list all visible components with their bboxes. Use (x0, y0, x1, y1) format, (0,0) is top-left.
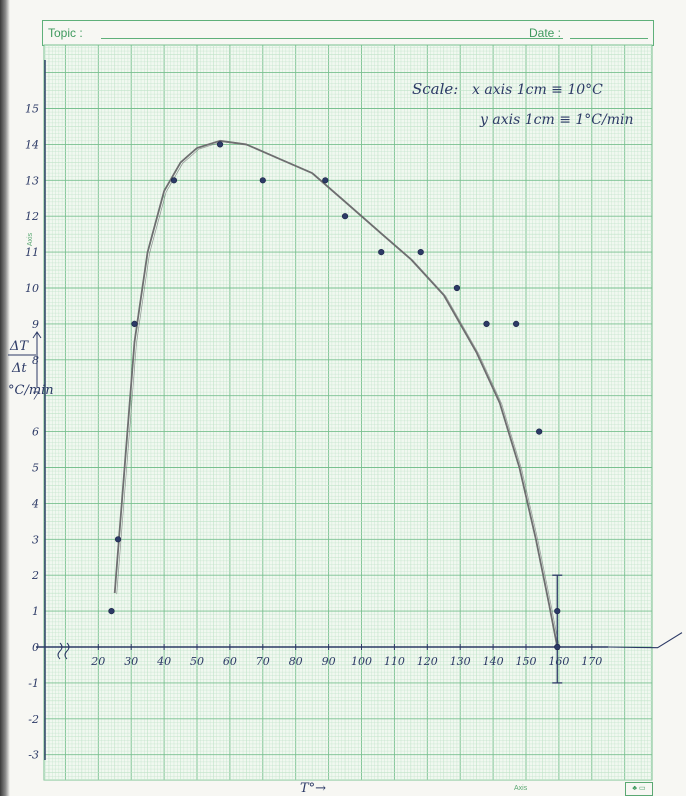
data-point[interactable] (378, 249, 385, 256)
scan-shadow (0, 0, 10, 796)
grid-background (43, 44, 653, 781)
x-tick-label: 40 (156, 655, 171, 668)
y-axis-label: ΔT Δt °C/min (8, 339, 54, 398)
x-tick-label: 20 (90, 655, 105, 668)
x-tick-label: 140 (483, 655, 504, 668)
y-tick-label: -3 (28, 749, 39, 762)
y-tick-label: 10 (25, 282, 39, 295)
y-tick-label: 1 (32, 605, 39, 618)
y-tick-label: 9 (32, 318, 39, 331)
x-tick-label: 150 (516, 655, 537, 668)
y-tick-label: 0 (32, 641, 39, 654)
data-point[interactable] (513, 320, 520, 328)
x-tick-label: 60 (223, 655, 237, 668)
axis-break-mark (64, 642, 70, 660)
data-point[interactable] (259, 177, 266, 184)
topic-label: Topic : (48, 26, 83, 40)
scale-x-note: x axis 1cm ≡ 10°C (472, 82, 603, 98)
y-tick-label: 13 (25, 174, 39, 187)
date-line[interactable] (570, 38, 648, 39)
y-tick-label: 7 (32, 390, 39, 403)
y-tick-label: 5 (32, 462, 39, 475)
x-tick-label: 160 (548, 655, 569, 668)
x-tick-label: 70 (256, 655, 270, 668)
x-tick-label: 120 (417, 655, 438, 668)
date-label: Date : (529, 26, 562, 40)
data-point[interactable] (131, 320, 138, 328)
y-tick-label: 15 (25, 103, 39, 116)
data-point[interactable] (453, 284, 461, 292)
x-tick-label: 170 (581, 655, 602, 668)
axis-margin-label-bottom: Axis (514, 785, 528, 792)
topic-line[interactable] (101, 38, 563, 39)
x-tick-label: 110 (384, 655, 405, 668)
data-point[interactable] (216, 141, 224, 148)
data-point[interactable] (536, 428, 543, 435)
scale-y-note: y axis 1cm ≡ 1°C/min (479, 112, 633, 128)
axis-margin-label-left: Axis (27, 232, 35, 247)
y-tick-label: -2 (28, 713, 39, 726)
y-tick-label: 3 (32, 533, 39, 546)
data-point[interactable] (554, 607, 561, 615)
y-tick-label: 12 (25, 210, 39, 223)
x-axis-label: T°→ (300, 781, 326, 796)
x-tick-label: 50 (190, 655, 204, 668)
data-point[interactable] (322, 177, 329, 184)
scale-title: Scale: (412, 80, 458, 98)
brand-logo: ♣ ▭ (625, 782, 653, 796)
y-tick-label: 6 (32, 426, 39, 439)
data-point[interactable] (483, 320, 490, 328)
y-tick-label: 2 (31, 569, 39, 582)
data-point[interactable] (114, 536, 122, 543)
data-point[interactable] (554, 643, 561, 651)
fit-curve-sketch (116, 141, 560, 649)
y-tick-label: 8 (32, 354, 39, 367)
y-tick-label: 11 (25, 246, 39, 259)
x-tick-label: 100 (351, 655, 372, 668)
x-tick-label: 80 (289, 655, 303, 668)
y-tick-label: 14 (25, 138, 39, 151)
x-tick-label: 130 (450, 655, 471, 668)
x-tick-label: 90 (322, 655, 336, 668)
data-point[interactable] (108, 607, 115, 615)
data-point[interactable] (170, 177, 178, 184)
data-point[interactable] (341, 213, 349, 220)
axis-break-mark (57, 642, 63, 660)
y-tick-label: 4 (31, 497, 39, 510)
x-tick-label: 30 (124, 655, 138, 668)
x-axis-extension (608, 632, 683, 649)
y-tick-label: -1 (28, 677, 39, 690)
y-axis-arrow (32, 331, 42, 388)
data-point[interactable] (417, 249, 424, 256)
